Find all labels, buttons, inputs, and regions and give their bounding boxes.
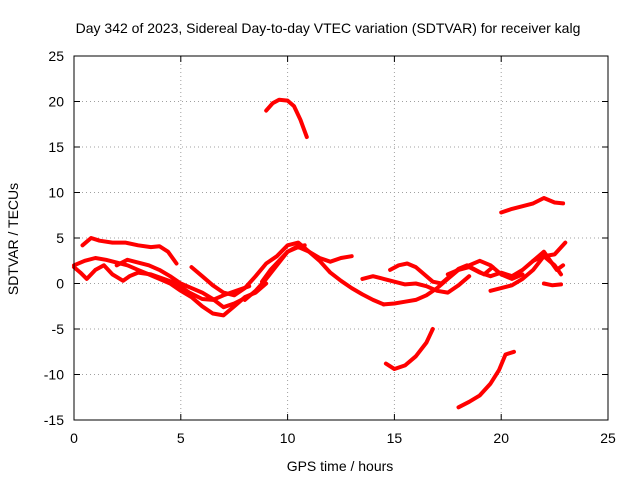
series-line-s1 [72,256,269,318]
grid-lines [74,56,608,420]
x-tick-label: 0 [70,430,78,446]
x-tick-label: 25 [600,430,616,446]
y-tick-label: -10 [44,367,64,383]
series-line-s8 [264,97,309,139]
series-line-s17 [383,327,435,371]
axis-ticks: 0 5 10 15 20 25 -15 -10 -5 0 5 10 15 20 25 [44,48,616,446]
data-series [72,97,568,410]
y-tick-label: 25 [48,48,64,64]
y-tick-label: 10 [48,185,64,201]
x-axis-label: GPS time / hours [287,458,394,474]
series-line-s7 [260,243,307,284]
x-tick-label: 15 [387,430,403,446]
series-line-s18 [456,349,516,410]
chart-title: Day 342 of 2023, Sidereal Day-to-day VTE… [76,20,581,36]
series-line-s14 [531,249,566,272]
y-tick-label: 5 [56,230,64,246]
y-tick-label: 0 [56,276,64,292]
y-tick-label: 15 [48,139,64,155]
series-line-s15 [541,281,563,288]
x-tick-label: 5 [177,430,185,446]
y-tick-label: 20 [48,94,64,110]
x-tick-label: 10 [280,430,296,446]
y-axis-label: SDTVAR / TECUs [5,183,21,295]
series-line-s4 [114,257,247,310]
y-tick-label: -5 [52,321,65,337]
y-tick-label: -15 [44,412,64,428]
series-line-s2 [80,236,179,266]
series-line-s9 [360,274,472,295]
series-line-s5 [189,240,386,307]
x-tick-label: 20 [493,430,509,446]
series-line-s16 [499,196,566,215]
